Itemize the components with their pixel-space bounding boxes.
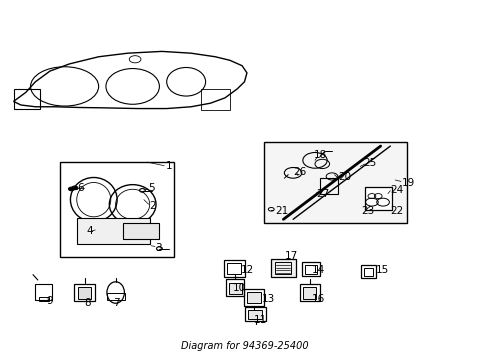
Bar — [304, 265, 316, 274]
Text: 20: 20 — [337, 172, 350, 182]
Text: 10: 10 — [232, 283, 245, 293]
Bar — [224, 260, 245, 277]
Bar — [227, 263, 241, 274]
Bar — [228, 283, 241, 294]
Text: 24: 24 — [389, 185, 403, 195]
Text: 22: 22 — [389, 206, 403, 216]
Bar — [300, 284, 319, 301]
Text: 6: 6 — [77, 183, 83, 193]
Bar — [248, 310, 262, 319]
Bar — [361, 265, 375, 278]
Text: 14: 14 — [311, 265, 324, 275]
Bar — [319, 178, 338, 194]
Text: 13: 13 — [261, 294, 274, 303]
Bar — [77, 217, 149, 244]
Bar — [264, 143, 407, 223]
Text: 12: 12 — [240, 265, 253, 275]
Text: 2: 2 — [149, 201, 156, 211]
Polygon shape — [14, 51, 246, 109]
Bar — [60, 162, 174, 257]
Text: 19: 19 — [401, 178, 414, 188]
Bar — [14, 89, 40, 109]
Text: 5: 5 — [148, 183, 155, 193]
Text: 21: 21 — [275, 206, 288, 216]
Bar — [225, 279, 244, 296]
Text: 25: 25 — [363, 158, 376, 168]
Bar — [274, 262, 290, 274]
Text: 16: 16 — [311, 294, 324, 303]
Text: 3: 3 — [155, 243, 162, 253]
Text: 11: 11 — [254, 315, 267, 325]
Text: 27: 27 — [316, 189, 329, 199]
Bar — [363, 267, 372, 276]
Bar — [365, 187, 391, 210]
Bar — [107, 293, 124, 300]
Bar — [39, 297, 49, 301]
Text: 23: 23 — [361, 206, 374, 216]
Text: 9: 9 — [46, 296, 53, 306]
Bar — [301, 262, 320, 276]
Bar — [201, 89, 229, 111]
Text: 15: 15 — [375, 265, 388, 275]
Ellipse shape — [72, 186, 78, 190]
Bar — [78, 287, 91, 299]
Text: 17: 17 — [284, 251, 297, 261]
Bar — [74, 284, 95, 301]
Bar — [303, 287, 316, 299]
Text: 18: 18 — [313, 150, 326, 160]
Ellipse shape — [68, 187, 74, 191]
Text: 8: 8 — [84, 298, 90, 308]
Text: Diagram for 94369-25400: Diagram for 94369-25400 — [181, 342, 307, 351]
Bar — [245, 307, 265, 321]
Bar — [122, 223, 159, 239]
Bar — [271, 259, 295, 277]
Bar — [247, 292, 261, 303]
Bar — [244, 289, 264, 306]
Text: 4: 4 — [86, 226, 93, 236]
Bar — [35, 284, 52, 300]
Text: 1: 1 — [165, 161, 172, 171]
Text: 7: 7 — [113, 298, 120, 308]
Text: 26: 26 — [292, 167, 306, 177]
